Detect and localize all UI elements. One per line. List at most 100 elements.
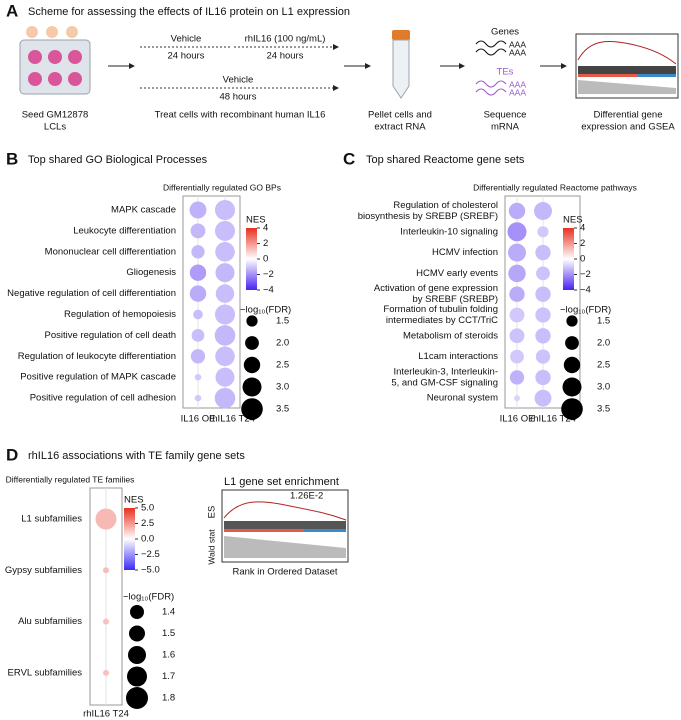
row-label: Leukocyte differentiation [73,225,176,236]
color-tick-label: 0 [263,254,268,265]
step-label: Sequence [484,110,527,121]
dot [194,394,202,402]
dot [535,349,551,364]
dot [535,244,551,261]
dot [215,367,235,387]
size-key [126,687,148,709]
size-key [565,336,579,350]
dot [509,370,525,385]
color-tick-label: −2.5 [141,549,160,560]
label: AAA [509,39,526,49]
column-label: IL16 OE [181,414,216,425]
color-tick-label: −5.0 [141,565,160,576]
row-label: Mononuclear cell differentiation [45,246,176,257]
row-label: Regulation of hemopoiesis [64,309,176,320]
label: rhIL16 (100 ng/mL) [245,34,326,45]
row-label: intermediates by CCT/TriC [386,315,498,326]
dot [103,669,109,676]
chart-title: Top shared GO Biological Processes [28,154,208,166]
legend-title: NES [246,215,266,226]
legend-title: NES [124,495,144,506]
tube-icon [392,30,410,99]
size-tick-label: 1.8 [162,693,175,704]
row-label: Metabolism of steroids [403,330,498,341]
label: 24 hours [168,51,205,62]
color-tick-label: 2 [580,238,585,249]
label: Genes [491,27,519,38]
size-tick-label: 3.5 [276,404,289,415]
row-label: Regulation of cholesterol [393,200,498,211]
size-key [566,315,578,327]
size-tick-label: 1.5 [597,316,610,327]
size-key [562,377,582,397]
legend-title: NES [563,215,583,226]
row-label: Positive regulation of cell adhesion [30,393,176,404]
size-tick-label: 2.0 [276,338,289,349]
label: AAA [509,47,526,57]
chart-title: rhIL16 associations with TE family gene … [28,450,245,462]
dot [215,242,235,262]
dot [95,508,117,530]
row-label: Positive regulation of cell death [45,330,177,341]
size-key [563,356,581,374]
color-tick-label: 0 [580,254,585,265]
color-tick-label: −2 [263,269,274,280]
dot [535,369,551,386]
color-tick-label: 2 [263,238,268,249]
label: Vehicle [171,34,202,45]
dot [534,389,552,407]
size-key [129,625,145,642]
row-label: biosynthesis by SREBP (SREBF) [358,211,498,222]
step-label: Seed GM12878 [22,110,89,121]
dot [215,284,235,303]
color-tick-label: 4 [263,223,268,234]
size-tick-label: 2.0 [597,338,610,349]
panel-label: D [6,445,18,464]
dot [189,264,207,281]
column-label: rhIL16 T24 [530,414,576,425]
column-label: IL16 OE [500,414,535,425]
dot [189,201,207,219]
row-label: HCMV early events [416,268,498,279]
dot [507,222,527,242]
dot [535,286,551,302]
dot [103,567,109,574]
gsea-inset [221,489,349,563]
size-key [246,315,258,327]
panel-label: A [6,1,18,20]
dot [214,220,236,241]
transcript [475,80,507,96]
axis-label: Wald stat [206,529,216,565]
step-label: Treat cells with recombinant human IL16 [155,110,326,121]
column-label: rhIL16 T24 [83,709,129,720]
row-label: Interleukin-3, Interleukin- [393,366,498,377]
color-bar [563,228,574,290]
dot [191,245,205,259]
color-tick-label: 2.5 [141,518,154,529]
dot [190,349,206,364]
color-tick-label: −4 [580,285,591,296]
row-label: Activation of gene expression [374,283,498,294]
label: AAA [509,79,526,89]
size-tick-label: 3.0 [276,382,289,393]
row-label: 5, and GM-CSF signaling [391,377,498,388]
color-bar [246,228,257,290]
row-label: Positive regulation of MAPK cascade [20,372,176,383]
annotation: 1.26E-2 [290,491,323,502]
label: 24 hours [267,51,304,62]
dot [509,307,525,323]
color-tick-label: 4 [580,223,585,234]
size-key [127,666,147,687]
size-tick-label: 1.5 [162,628,175,639]
row-label: Gypsy subfamilies [5,565,82,576]
row-label: L1 subfamilies [21,514,82,525]
size-key [243,356,261,374]
dot [215,346,235,367]
label: 48 hours [220,92,257,103]
dot [190,223,206,239]
size-tick-label: 2.5 [597,360,610,371]
color-tick-label: 5.0 [141,503,154,514]
dot [215,263,235,283]
size-tick-label: 3.5 [597,404,610,415]
size-tick-label: 1.7 [162,671,175,682]
